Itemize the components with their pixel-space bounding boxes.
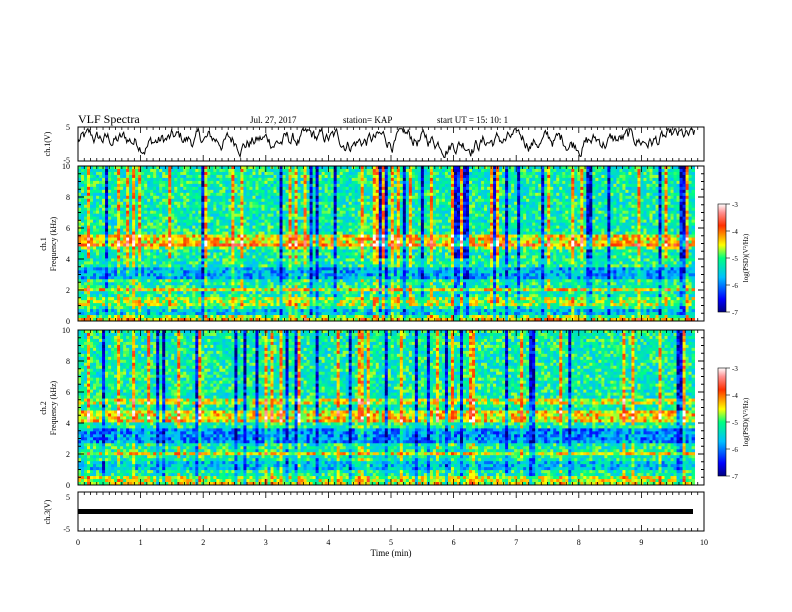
ch3-ytick-neg5: -5: [63, 525, 70, 534]
x-tick-label-10: 10: [700, 538, 708, 547]
cb1ticks-label-4: -7: [732, 309, 738, 317]
ch1-freq-ylabel: Frequency (kHz): [49, 216, 58, 271]
x-tick-label-4: 4: [326, 538, 330, 547]
vlf-spectra-figure: VLF Spectra Jul. 27, 2017 station= KAP s…: [0, 0, 792, 612]
x-tick-label-3: 3: [264, 538, 268, 547]
x-axis-label: Time (min): [371, 548, 412, 558]
ch1-colorbar-label: log(PSD)(V²/Hz): [742, 233, 750, 282]
x-tick-label-5: 5: [389, 538, 393, 547]
ch3-ylabel: ch.3(V): [43, 499, 52, 524]
x-tick-label-1: 1: [139, 538, 143, 547]
ch2-spectrogram-panel: 0 2 4 6 8 10 ch.2 Frequency (kHz): [39, 326, 704, 490]
ticks1-label-2: 4: [66, 255, 70, 264]
ch3-ytick-5: 5: [66, 493, 70, 502]
ch2-colorbar: -3 -4 -5 -6 -7 log(PSD)(V²/Hz): [718, 365, 750, 481]
ch2-freq-ylabel: Frequency (kHz): [49, 380, 58, 435]
x-tick-label-2: 2: [201, 538, 205, 547]
date-label: Jul. 27, 2017: [250, 115, 297, 125]
ticks2-label-0: 0: [66, 481, 70, 490]
ticks1-label-1: 2: [66, 286, 70, 295]
figure-title: VLF Spectra: [78, 112, 140, 126]
x-tick-label-9: 9: [639, 538, 643, 547]
ch2-colorbar-label: log(PSD)(V²/Hz): [742, 397, 750, 446]
cb2ticks-label-3: -6: [732, 446, 738, 454]
ch1-spectrogram-image: [78, 166, 704, 321]
ticks2-label-2: 4: [66, 419, 70, 428]
x-tick-label-0: 0: [76, 538, 80, 547]
ch1-colorbar: -3 -4 -5 -6 -7 log(PSD)(V²/Hz): [718, 201, 750, 317]
cb1ticks-label-1: -4: [732, 228, 738, 236]
ch2-spectrogram-image: [78, 330, 704, 485]
ch1-waveform-panel: 5 -5 ch.1(V): [43, 123, 704, 165]
ticks1-label-0: 0: [66, 317, 70, 326]
ticks1-label-5: 10: [62, 162, 70, 171]
cb2ticks-label-1: -4: [732, 392, 738, 400]
ticks2-label-5: 10: [62, 326, 70, 335]
cb1ticks-label-3: -6: [732, 282, 738, 290]
start-time-label: start UT = 15: 10: 1: [437, 115, 508, 125]
station-label: station= KAP: [343, 115, 392, 125]
cb2ticks-label-0: -3: [732, 365, 738, 373]
ticks2-label-1: 2: [66, 450, 70, 459]
cb2ticks-label-2: -5: [732, 419, 738, 427]
x-tick-label-6: 6: [452, 538, 456, 547]
ticks1-label-4: 8: [66, 193, 70, 202]
ticks1-label-3: 6: [66, 224, 70, 233]
ch3-waveform-line: [78, 509, 693, 514]
ch3-waveform-panel: 5 -5 ch.3(V): [43, 492, 704, 534]
cb2ticks-label-4: -7: [732, 473, 738, 481]
ch1-ylabel: ch.1(V): [43, 131, 52, 156]
ch1-ytick-5: 5: [66, 123, 70, 132]
x-tick-label-8: 8: [577, 538, 581, 547]
x-tick-label-7: 7: [514, 538, 518, 547]
cb1ticks-label-2: -5: [732, 255, 738, 263]
ch2-freq-ylabel-channel: ch.2: [39, 401, 48, 415]
ticks2-label-4: 8: [66, 357, 70, 366]
ch1-spectrogram-panel: 0 2 4 6 8 10 ch.1 Frequency (kHz): [39, 162, 704, 326]
cb1ticks-label-0: -3: [732, 201, 738, 209]
ticks2-label-3: 6: [66, 388, 70, 397]
ch1-freq-ylabel-channel: ch.1: [39, 237, 48, 251]
